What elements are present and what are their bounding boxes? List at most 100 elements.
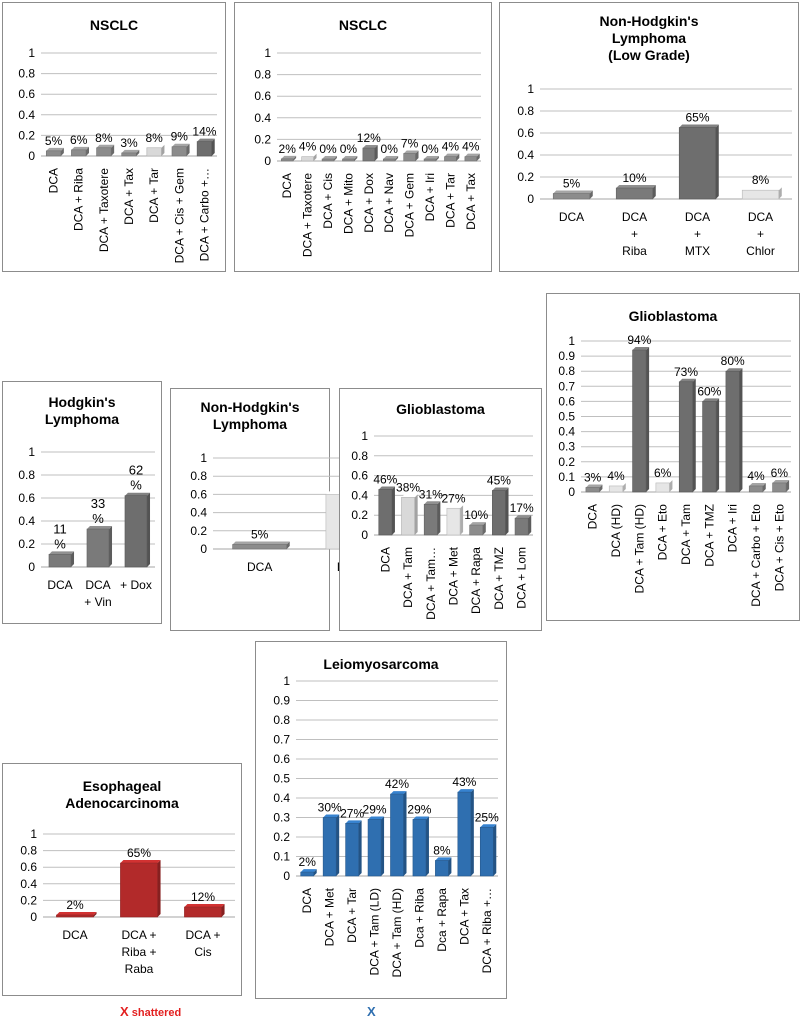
y-tick-label: 0.5 [558,410,575,424]
data-label: 7% [401,136,419,150]
y-tick-label: 0 [200,542,207,556]
bar [678,378,696,493]
chart-panel-nsclc-1: NSCLC 0 0.2 0.4 0.6 0.8 1 5% DCA 6% DCA + Riba 8% DC… [2,2,226,272]
bar [382,156,399,162]
bar [345,820,362,877]
data-label: 5% [563,177,581,191]
category-label: DCA + Mito [341,173,355,234]
data-label: 73% [674,365,698,379]
category-label: DCA (HD) [609,504,623,557]
bar [124,492,151,568]
data-label: 38% [396,480,420,494]
bar [479,824,497,877]
category-label: DCA [559,210,584,224]
bar [56,912,97,918]
data-label: 46% [373,472,397,486]
y-tick-label: 0.1 [558,470,575,484]
data-label: 30% [318,801,342,815]
y-tick-label: 0 [28,560,35,574]
data-label: 25% [475,810,499,824]
bar [120,860,161,918]
data-label: 4% [747,469,765,483]
category-label: DCA+Chlor [746,210,775,258]
chart-title: Glioblastoma [628,308,718,324]
data-label: 94% [627,333,651,347]
bar [514,515,532,536]
bar [403,150,419,162]
data-label: 6% [654,466,672,480]
category-label: DCA [47,168,61,193]
footnote-x-blue: X [367,1004,376,1019]
data-label: 11% [53,521,67,551]
y-tick-label: 0.3 [273,811,290,825]
bar [301,153,317,162]
chart-plot: 0 0.2 0.4 0.6 0.8 1 11 % DCA 33 % DCA + Vin 62 % + Dox [18,445,155,609]
data-label: 2% [299,855,317,869]
bar [444,153,460,162]
bar [86,526,113,568]
y-tick-label: 0.4 [20,877,37,891]
data-label: 12% [191,890,215,904]
chart-title: Non-Hodgkin's Lymphoma [200,399,300,432]
data-label: 14% [192,125,216,139]
chart-plot: 00.10.20.30.40.5 0.60.70.80.91 3% DCA 4% DCA … [558,333,791,607]
category-label: DCA + Lom [515,547,529,609]
chart-title: Leiomyosarcoma [323,656,439,672]
bar [48,551,75,568]
y-tick-label: 0.4 [254,111,271,125]
y-tick-label: 0.8 [517,104,534,118]
category-label: DCA + Tam (HD) [390,888,404,977]
chart-panel-glioblastoma-2: Glioblastoma 0 0.1 0.2 0.3 0.4 0.5 0.6 0.7 0.8 0.9… [546,293,800,621]
bar [171,143,190,157]
y-tick-label: 0 [361,528,368,542]
chart-plot: 00.20.40.60.815%DCA60%DCA+MTX4%DCA+Chlor [190,451,493,608]
category-label: DCA + TMZ [492,547,506,610]
y-tick-label: 0.7 [558,379,575,393]
chart-plot: 0 0.2 0.4 0.6 0.8 1 5% DCA 10% DCA + Riba 65% DCA + MTX… [517,82,792,258]
bar [184,904,225,918]
data-label: 6% [70,133,88,147]
y-tick-label: 0.8 [273,713,290,727]
data-label: 65% [127,846,151,860]
data-label: 27% [441,491,465,505]
category-label: DCA + Tam… [424,547,438,620]
bar [45,147,64,157]
y-tick-label: 0.4 [273,791,290,805]
bar [464,153,480,162]
chart-panel-glioblastoma-1: Glioblastoma 0 0.2 0.4 0.6 0.8 1 46% DCA 38% DCA +… [339,388,542,631]
chart-panel-esophageal: Esophageal Adenocarcinoma 0 0.2 0.4 0.6 0.8 1 2… [2,763,242,996]
category-label: DCA + Tar [443,173,457,228]
footnote-blue-x: X [367,1004,376,1019]
y-tick-label: 0.6 [254,89,271,103]
bar [608,482,626,493]
y-tick-label: 0 [30,910,37,924]
bar [367,816,385,877]
bar [378,486,395,536]
category-label: DCA+MTX [685,210,710,258]
data-label: 10% [464,508,488,522]
chart-panel-nsclc-2: NSCLC 0 0.2 0.4 0.6 0.8 1 2% DCA 4% DCA + Taxotere… [234,2,492,272]
y-tick-label: 0.6 [351,469,368,483]
category-label: DCA + Met [323,887,337,946]
data-label: 10% [622,171,646,185]
y-tick-label: 0.8 [18,67,35,81]
data-label: 3% [584,470,602,484]
data-label: 8% [145,131,163,145]
y-tick-label: 0.8 [351,449,368,463]
data-label: 5% [251,527,269,541]
chart-plot: 0 0.2 0.4 0.6 0.8 1 5% DCA 6% DCA + Riba 8% DCA + T… [18,46,217,263]
bar [401,494,418,536]
y-tick-label: 0.6 [273,752,290,766]
chart-title: Non-Hodgkin's Lymphoma (Low Grade) [599,13,699,63]
bar [632,347,650,493]
data-label: 6% [771,466,789,480]
category-label: DCA + Tax [122,168,136,225]
category-label: Dca + Rapa [435,888,449,952]
data-label: 17% [510,501,534,515]
y-tick-label: 1 [200,451,207,465]
chart-title: Glioblastoma [396,401,485,417]
y-tick-label: 1 [28,46,35,60]
category-label: + Dox [120,578,152,592]
category-label: DCA + Taxotere [301,173,315,257]
